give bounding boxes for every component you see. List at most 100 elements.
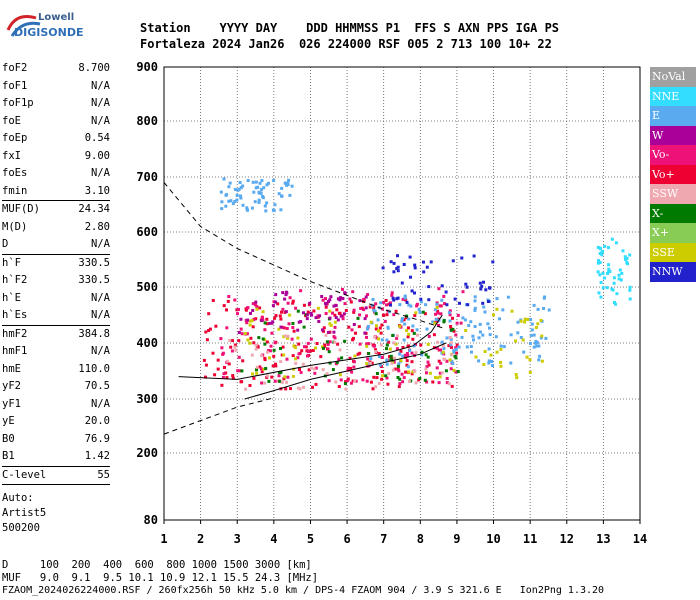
echo-point	[237, 355, 241, 359]
echo-point	[248, 319, 252, 323]
echo-point	[628, 253, 632, 257]
echo-point	[302, 311, 305, 315]
echo-point	[316, 306, 320, 310]
parameter-value: 20.0	[84, 415, 110, 427]
echo-point	[530, 322, 534, 326]
echo-point	[459, 321, 463, 325]
echo-point	[460, 256, 464, 260]
echo-point	[285, 327, 289, 330]
echo-point	[332, 330, 336, 334]
echo-point	[362, 297, 366, 301]
echo-point	[423, 312, 427, 316]
echo-point	[328, 340, 332, 344]
parameter-row: foEp 0.54	[2, 130, 110, 148]
echo-point	[454, 346, 458, 350]
echo-point	[457, 345, 461, 349]
echo-point	[362, 308, 366, 312]
divider	[2, 253, 110, 255]
echo-point	[272, 300, 276, 304]
y-tick-label: 800	[136, 114, 158, 128]
echo-point	[449, 337, 453, 341]
echo-point	[487, 359, 491, 363]
echo-point	[601, 271, 605, 275]
echo-point	[306, 310, 310, 314]
echo-point	[204, 330, 208, 334]
echo-point	[305, 349, 309, 353]
echo-point	[529, 333, 533, 337]
echo-point	[389, 354, 393, 358]
echo-point	[418, 377, 422, 380]
echo-point	[271, 304, 275, 308]
echo-point	[279, 347, 282, 350]
echo-point	[410, 360, 414, 364]
echo-point	[377, 337, 380, 341]
legend-item-vo: Vo+	[650, 164, 696, 184]
echo-point	[252, 190, 256, 194]
echo-point	[537, 358, 541, 362]
echo-point	[280, 380, 284, 384]
echo-point	[628, 288, 632, 292]
echo-point	[291, 301, 295, 305]
echo-point	[391, 334, 395, 337]
echo-point	[404, 370, 408, 374]
echo-point	[302, 303, 306, 307]
echo-point	[499, 344, 503, 348]
echo-point	[377, 329, 380, 333]
parameter-row: foE N/A	[2, 113, 110, 131]
x-tick-label: 4	[270, 532, 277, 546]
parameter-value: N/A	[91, 114, 110, 127]
echo-point	[378, 326, 382, 330]
echo-point	[419, 343, 423, 347]
echo-point	[272, 179, 276, 182]
echo-point	[267, 379, 271, 383]
echo-point	[311, 385, 314, 389]
echo-point	[327, 300, 330, 303]
echo-point	[441, 350, 445, 354]
echo-point	[379, 331, 383, 335]
echo-point	[333, 320, 337, 324]
echo-point	[236, 369, 240, 373]
echo-point	[255, 307, 259, 311]
echo-point	[331, 368, 335, 372]
echo-point	[469, 320, 473, 324]
echo-point	[380, 355, 384, 359]
echo-point	[377, 352, 381, 355]
echo-point	[374, 348, 377, 352]
echo-point	[404, 316, 408, 320]
echo-point	[284, 310, 288, 314]
echo-point	[283, 375, 287, 379]
parameter-name: foF1p	[2, 97, 34, 109]
echo-point	[265, 183, 269, 187]
echo-point	[256, 185, 260, 189]
echo-point	[488, 326, 491, 330]
echo-point	[365, 342, 369, 346]
echo-point	[279, 208, 283, 212]
echo-point	[401, 297, 405, 301]
echo-point	[368, 361, 372, 365]
legend-item-x: X+	[650, 223, 696, 243]
echo-point	[312, 309, 316, 313]
echo-point	[369, 357, 373, 361]
echo-point	[236, 312, 239, 316]
echo-point	[597, 291, 601, 295]
echo-point	[252, 341, 256, 345]
echo-point	[390, 293, 394, 297]
echo-point	[341, 317, 345, 321]
echo-point	[231, 376, 235, 380]
echo-point	[484, 288, 488, 292]
echo-point	[257, 336, 261, 340]
echo-point	[621, 249, 625, 253]
echo-point	[405, 329, 409, 333]
echo-point	[536, 322, 540, 326]
echo-point	[292, 344, 296, 348]
echo-point	[413, 369, 417, 373]
echo-point	[331, 311, 334, 315]
echo-point	[414, 351, 418, 355]
echo-point	[472, 338, 475, 342]
echo-point	[455, 321, 459, 325]
echo-point	[223, 366, 226, 369]
echo-point	[272, 209, 276, 213]
echo-point	[487, 347, 491, 351]
echo-point	[439, 312, 443, 316]
echo-point	[254, 343, 258, 347]
